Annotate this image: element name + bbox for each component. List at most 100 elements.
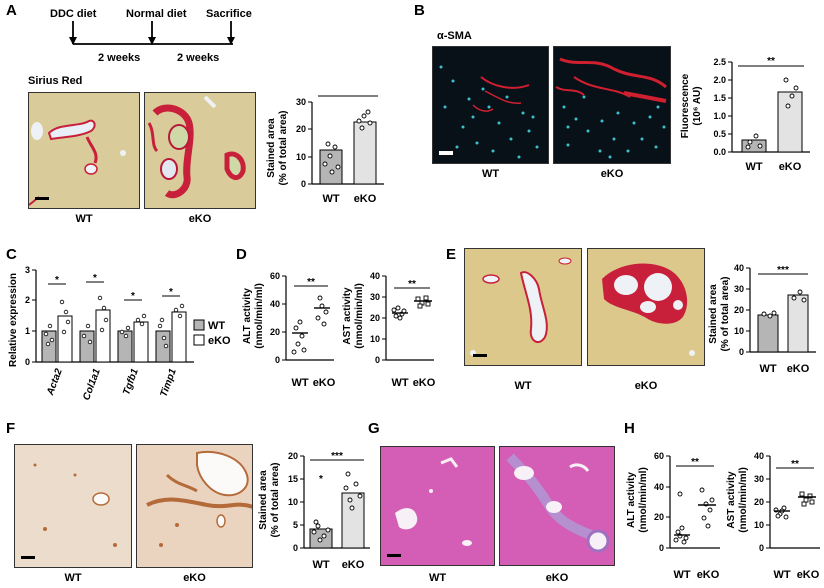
svg-text:2.5: 2.5 xyxy=(713,57,726,67)
chart-e-bar-eko xyxy=(787,294,809,353)
chart-e-ylabel-2: (% of total area) xyxy=(720,276,731,351)
chart-h-alt: ALT activity (nmol/min/ml) 0 20 40 60 **… xyxy=(626,451,720,581)
svg-text:40: 40 xyxy=(370,271,380,281)
chart-a-xlabel-wt: WT xyxy=(322,193,339,205)
chart-c-bar-timp1-wt xyxy=(155,330,171,363)
chart-c-sig-acta2: * xyxy=(55,275,59,286)
chart-d-alt-points xyxy=(291,295,329,355)
chart-d-ast: AST activity (nmol/min/ml) 0 10 20 30 40… xyxy=(342,271,436,389)
chart-c-bar-acta2-eko xyxy=(57,315,73,363)
chart-d-ast-yticks: 0 10 20 30 40 xyxy=(370,271,386,365)
svg-text:10: 10 xyxy=(288,497,298,507)
chart-f-xlabel-eko: eKO xyxy=(342,559,365,571)
svg-text:0: 0 xyxy=(25,357,30,367)
chart-a-bar-wt xyxy=(319,149,343,185)
chart-h-ast-sig: ** xyxy=(791,459,799,470)
svg-text:10: 10 xyxy=(296,152,306,162)
chart-d-alt-yticks: 0 20 40 60 xyxy=(270,271,286,365)
chart-h-alt-sig: ** xyxy=(691,457,699,468)
chart-c: Relative expression 0 1 2 3 * * * * Acta… xyxy=(8,265,231,402)
svg-text:60: 60 xyxy=(654,451,664,461)
micrograph-b-wt xyxy=(432,46,549,164)
group-label-f-eko: eKO xyxy=(183,572,206,584)
svg-text:1.5: 1.5 xyxy=(713,93,726,103)
chart-d-alt-ylabel-1: ALT activity xyxy=(242,288,253,344)
chart-f-sig-secondary: * xyxy=(319,474,323,485)
chart-e-sig: *** xyxy=(777,265,789,276)
chart-e-xlabel-wt: WT xyxy=(759,363,776,375)
chart-c-sig-tgfb1: * xyxy=(131,291,135,302)
svg-text:1: 1 xyxy=(25,326,30,336)
svg-text:0: 0 xyxy=(375,355,380,365)
panel-label-c: C xyxy=(6,246,17,263)
chart-b-ylabel-1: Fluorescence xyxy=(680,73,691,138)
chart-b-bar-eko xyxy=(777,91,803,153)
chart-f: Stained area (% of total area) 0 5 10 15… xyxy=(258,451,370,571)
chart-e-bar-wt xyxy=(757,314,779,353)
micrograph-e-wt xyxy=(464,248,582,366)
svg-text:40: 40 xyxy=(754,451,764,461)
panel-label-h: H xyxy=(624,420,635,437)
chart-c-bar-col1a1-wt xyxy=(79,330,95,363)
chart-h-ast: AST activity (nmol/min/ml) 0 10 20 30 40… xyxy=(726,451,820,581)
svg-text:0.0: 0.0 xyxy=(713,147,726,157)
chart-f-xlabel-wt: WT xyxy=(312,559,329,571)
chart-h-alt-xlabel-eko: eKO xyxy=(697,569,720,581)
group-label-e-eko: eKO xyxy=(634,380,658,392)
chart-a-ylabel-1: Stained area xyxy=(266,118,277,178)
chart-d-alt-sig: ** xyxy=(307,277,315,288)
micrograph-f-eko xyxy=(136,444,253,568)
chart-b-xlabel-wt: WT xyxy=(745,161,762,173)
svg-text:0.5: 0.5 xyxy=(713,129,726,139)
svg-text:0: 0 xyxy=(739,347,744,357)
svg-text:0: 0 xyxy=(293,543,298,553)
chart-b-xlabel-eko: eKO xyxy=(779,161,802,173)
chart-h-alt-ylabel-1: ALT activity xyxy=(626,472,637,528)
micrograph-g-wt xyxy=(380,446,495,566)
chart-c-bar-tgfb1-wt xyxy=(117,330,133,363)
chart-b: Fluorescence (10⁶ AU) 0.0 0.5 1.0 1.5 2.… xyxy=(680,56,810,173)
chart-c-legend-eko: eKO xyxy=(208,335,231,347)
chart-d-ast-sig: ** xyxy=(408,279,416,290)
panel-label-f: F xyxy=(6,420,16,437)
chart-c-bar-tgfb1-eko xyxy=(133,321,149,363)
chart-c-ylabel: Relative expression xyxy=(8,273,19,367)
svg-text:20: 20 xyxy=(754,497,764,507)
chart-h-ast-points xyxy=(773,491,815,520)
svg-text:20: 20 xyxy=(654,512,664,522)
chart-c-legend-eko-swatch xyxy=(193,334,205,346)
group-label-b-eko: eKO xyxy=(600,168,624,180)
chart-c-points xyxy=(43,295,185,349)
chart-f-ylabel-1: Stained area xyxy=(258,470,269,530)
chart-a-bar-eko xyxy=(353,121,377,185)
panel-label-e: E xyxy=(446,246,457,263)
timeline-label-normal: Normal diet xyxy=(126,8,187,20)
chart-h-ast-xlabel-eko: eKO xyxy=(797,569,820,581)
panel-label-b: B xyxy=(414,2,425,19)
chart-a-sig: *** xyxy=(342,92,354,98)
chart-c-yticks: 0 1 2 3 xyxy=(25,265,36,367)
timeline-label-ddc: DDC diet xyxy=(50,8,97,20)
chart-c-legend-wt-swatch xyxy=(193,319,205,331)
chart-h-ast-xlabel-wt: WT xyxy=(773,569,790,581)
chart-d-alt-xlabel-eko: eKO xyxy=(313,377,336,389)
svg-text:5: 5 xyxy=(293,520,298,530)
chart-f-points xyxy=(311,471,363,543)
group-label-g-eko: eKO xyxy=(545,572,569,584)
chart-d-alt-xlabel-wt: WT xyxy=(291,377,308,389)
chart-d-ast-xlabel-wt: WT xyxy=(391,377,408,389)
svg-text:0: 0 xyxy=(659,543,664,553)
svg-text:20: 20 xyxy=(370,313,380,323)
timeline-diagram xyxy=(69,21,235,45)
chart-b-points xyxy=(745,77,799,150)
chart-b-yticks: 0.0 0.5 1.0 1.5 2.0 2.5 xyxy=(713,57,732,157)
svg-text:10: 10 xyxy=(370,334,380,344)
chart-h-ast-ylabel-1: AST activity xyxy=(726,471,737,529)
svg-text:40: 40 xyxy=(270,299,280,309)
chart-d-alt: ALT activity (nmol/min/ml) 0 20 40 60 **… xyxy=(242,271,336,389)
svg-text:20: 20 xyxy=(288,451,298,461)
chart-a-xlabel-eko: eKO xyxy=(354,193,377,205)
svg-text:60: 60 xyxy=(270,271,280,281)
micrograph-b-eko xyxy=(553,46,671,164)
chart-e: Stained area (% of total area) 0 10 20 3… xyxy=(708,263,816,375)
